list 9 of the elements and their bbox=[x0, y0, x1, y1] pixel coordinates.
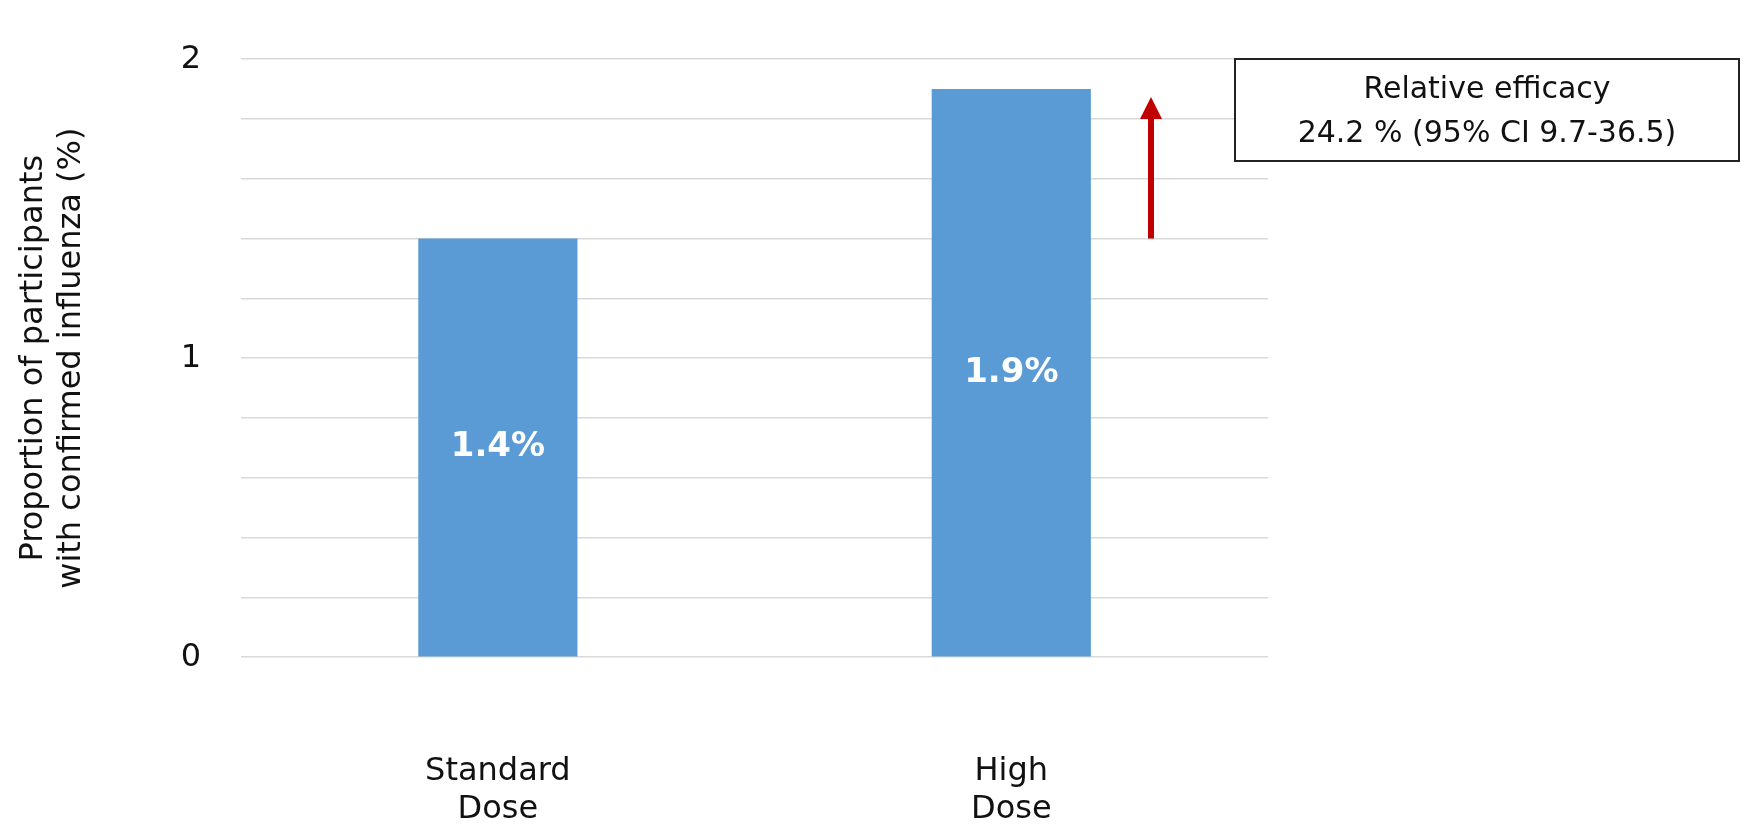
y-tick-label: 1 bbox=[180, 336, 202, 375]
data-label: 1.4% bbox=[450, 424, 546, 465]
x-tick-label: Standard Dose bbox=[425, 749, 571, 827]
data-label: 1.9% bbox=[964, 349, 1059, 390]
y-axis-title: Proportion of participants with confirmed influenza (%) bbox=[11, 127, 88, 589]
y-tick-label: 2 bbox=[180, 37, 202, 76]
x-tick-label: High Dose bbox=[971, 749, 1052, 827]
note-box: Relative efficacy 24.2 % (95% CI 9.7-36.5) bbox=[1234, 58, 1740, 162]
y-tick-label: 0 bbox=[180, 635, 202, 674]
